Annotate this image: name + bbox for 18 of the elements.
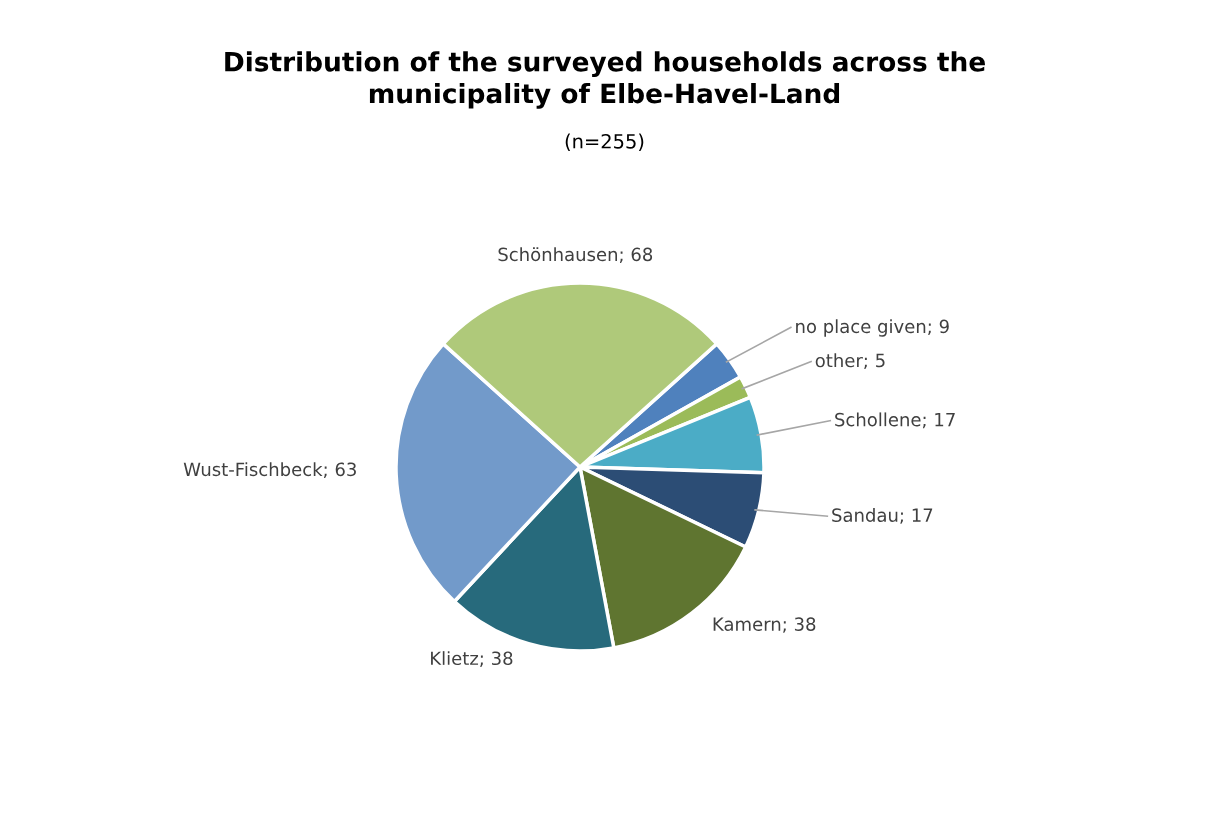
slice-label: Sandau <box>832 508 898 522</box>
slice-label: Wust-Fischbeck <box>183 462 323 477</box>
slice-label: Schönhausen <box>498 247 617 262</box>
data-label: ; 17 <box>922 412 955 429</box>
data-label: ; 38 <box>783 617 816 633</box>
data-label: ; 63 <box>324 462 356 478</box>
data-label: ; 17 <box>900 508 933 524</box>
slice-label: no place given <box>796 319 926 337</box>
slice-label: Klietz <box>431 651 479 666</box>
data-label: ; 68 <box>619 247 653 264</box>
data-label: ; 5 <box>864 353 885 370</box>
chart-title: Distribution of the surveyed households across the municipality of Elbe-Havel-Land <box>225 51 985 109</box>
chart-subtitle: (n=255) <box>565 133 644 151</box>
data-label: ; 9 <box>928 319 949 336</box>
slice-label: Kamern <box>713 617 781 631</box>
slice-label: Schollene <box>835 412 921 427</box>
slice-label: other <box>815 353 863 368</box>
data-label: ; 38 <box>480 651 513 667</box>
